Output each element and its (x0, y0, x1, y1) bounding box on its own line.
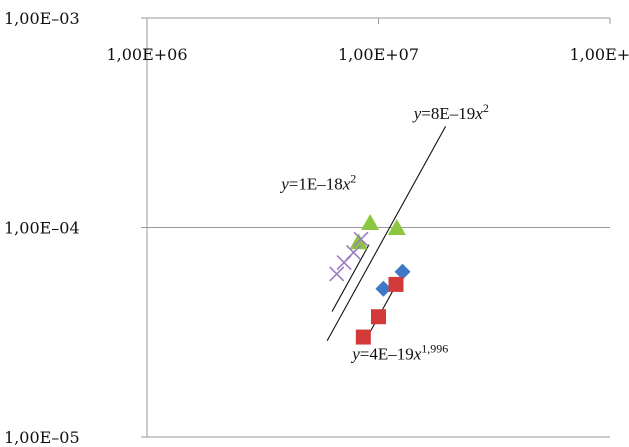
x-tick-label: 1,00E+08 (569, 45, 629, 64)
equation-label: y=1E–18x2 (279, 171, 356, 193)
equation-coefficient: =8E–19 (421, 104, 475, 123)
data-markers (329, 214, 411, 345)
diamond-point (394, 263, 411, 280)
square-point (388, 276, 404, 292)
triangle-point (387, 218, 406, 235)
cross-point (345, 244, 362, 261)
equation-x: x (413, 345, 422, 364)
square-point (371, 309, 386, 325)
trendline-0 (331, 244, 370, 312)
equation-x: x (474, 104, 483, 123)
x-tick-label: 1,00E+07 (338, 45, 419, 64)
equation-exponent: 2 (350, 171, 356, 185)
square-point (355, 329, 371, 345)
equation-label: y=4E–19x1,996 (350, 342, 448, 364)
equation-x: x (342, 174, 351, 193)
cross-stroke-b (345, 244, 362, 261)
cross-stroke-b (353, 231, 369, 247)
cross-stroke-b (329, 266, 345, 282)
equation-exponent: 2 (483, 101, 489, 115)
equation-coefficient: =4E–19 (360, 345, 414, 364)
equation-y: y (279, 174, 289, 193)
equation-y: y (350, 345, 360, 364)
y-tick-label: 1,00E–03 (4, 9, 80, 28)
equation-exponent: 1,996 (421, 342, 448, 356)
axes (141, 17, 611, 438)
gridlines (147, 17, 610, 438)
tick-labels: 1,00E–03 1,00E–04 1,00E–05 1,00E+06 1,00E+07… (4, 9, 629, 447)
equation-y: y (412, 104, 422, 123)
triangle-point (361, 214, 380, 231)
equation-coefficient: =1E–18 (289, 174, 343, 193)
trendlines (326, 126, 447, 345)
y-tick-label: 1,00E–04 (4, 219, 80, 238)
cross-point (353, 231, 369, 247)
equation-label: y=8E–19x2 (412, 101, 489, 123)
y-tick-label: 1,00E–05 (4, 428, 80, 447)
cross-point (329, 266, 345, 282)
x-tick-label: 1,00E+06 (106, 45, 187, 64)
trendline-1 (326, 126, 447, 342)
diamond-point (375, 280, 392, 297)
